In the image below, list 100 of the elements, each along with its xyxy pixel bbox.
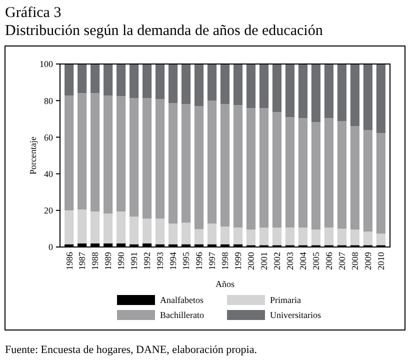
bar <box>130 98 139 217</box>
bar <box>324 64 334 118</box>
bar <box>104 214 113 244</box>
bar <box>337 228 346 246</box>
y-tick-label: 60 <box>44 132 54 142</box>
x-tick-label: 1991 <box>129 252 140 270</box>
bar <box>116 96 126 212</box>
bar <box>350 230 360 246</box>
x-tick-label: 2002 <box>272 252 282 270</box>
bar <box>272 112 282 228</box>
x-tick-label: 2005 <box>311 252 322 270</box>
x-tick-label: 1988 <box>90 252 100 270</box>
bar <box>376 133 386 234</box>
bar <box>272 228 282 246</box>
x-tick-label: 1990 <box>116 252 126 270</box>
bar <box>155 218 165 244</box>
x-tick-label: 2006 <box>324 252 334 270</box>
bar <box>376 64 386 134</box>
bar <box>259 228 269 246</box>
x-tick-label: 2000 <box>246 252 256 270</box>
bar <box>220 104 230 227</box>
x-tick-label: 1992 <box>142 252 152 270</box>
bar <box>130 216 139 244</box>
x-tick-label: 1993 <box>155 252 166 270</box>
bar <box>78 209 87 244</box>
bar <box>64 64 74 96</box>
bar <box>130 64 139 98</box>
x-tick-label: 1997 <box>207 252 218 270</box>
bar <box>324 228 334 246</box>
bar <box>259 64 269 108</box>
bar <box>207 100 217 224</box>
bar <box>181 104 191 223</box>
bar <box>64 95 74 210</box>
bar <box>64 210 74 244</box>
x-tick-label: 2010 <box>376 252 386 270</box>
bar <box>246 230 256 246</box>
bar <box>116 212 126 244</box>
y-tick-label: 40 <box>44 168 54 179</box>
bar <box>90 212 100 244</box>
legend-label: Universitarios <box>270 310 322 320</box>
bar <box>142 98 152 219</box>
bar <box>259 108 269 228</box>
bar <box>337 121 346 229</box>
x-tick-label: 1987 <box>77 252 88 270</box>
bar <box>233 64 243 106</box>
bar <box>298 228 308 246</box>
x-tick-label: 1995 <box>181 252 192 270</box>
bar <box>272 64 282 112</box>
bar <box>246 108 256 230</box>
bar <box>285 64 295 118</box>
legend-label: Bachillerato <box>160 310 204 320</box>
source-note: Fuente: Encuesta de hogares, DANE, elaboración propia. <box>5 344 258 356</box>
x-tick-label: 1989 <box>103 252 114 270</box>
bar <box>311 230 320 246</box>
bar <box>168 224 178 244</box>
bar <box>350 64 360 126</box>
bar <box>142 218 152 244</box>
legend-label: Analfabetos <box>160 295 204 306</box>
bar <box>104 95 113 214</box>
bar <box>207 224 217 244</box>
bar <box>181 222 191 244</box>
bar <box>90 64 100 94</box>
bar <box>311 64 320 122</box>
y-tick-label: 0 <box>48 242 54 252</box>
bar <box>298 118 308 228</box>
x-tick-label: 2003 <box>285 252 296 270</box>
x-tick-label: 1996 <box>194 252 204 270</box>
bar <box>194 229 204 244</box>
x-tick-label: 2009 <box>363 252 374 270</box>
bar <box>142 64 152 98</box>
x-tick-label: 2007 <box>337 252 348 270</box>
legend-label: Primaria <box>270 295 301 306</box>
y-tick-label: 100 <box>40 59 54 70</box>
bar <box>78 93 87 210</box>
bar <box>363 64 372 130</box>
x-tick-label: 2008 <box>350 252 360 270</box>
y-tick-label: 80 <box>44 96 54 106</box>
bar <box>376 234 386 246</box>
bar <box>194 106 204 230</box>
bar <box>350 126 360 230</box>
bar <box>246 64 256 108</box>
bar <box>220 226 230 244</box>
bar <box>207 64 217 101</box>
y-tick-label: 20 <box>44 206 54 216</box>
bar <box>220 64 230 104</box>
bar <box>155 99 165 219</box>
bar <box>363 232 372 246</box>
x-tick-label: 2001 <box>259 252 270 270</box>
bar <box>78 64 87 94</box>
chart-title: Gráfica 3 <box>5 5 62 21</box>
bar <box>116 64 126 96</box>
bar <box>337 64 346 122</box>
bar <box>233 228 243 244</box>
x-tick-label: 1994 <box>168 252 178 270</box>
y-axis-title: Porcentaje <box>28 136 38 174</box>
bar <box>298 64 308 118</box>
x-axis-title: Años <box>215 279 235 289</box>
bar <box>181 64 191 104</box>
bar <box>311 122 320 230</box>
x-tick-label: 2004 <box>298 252 308 270</box>
